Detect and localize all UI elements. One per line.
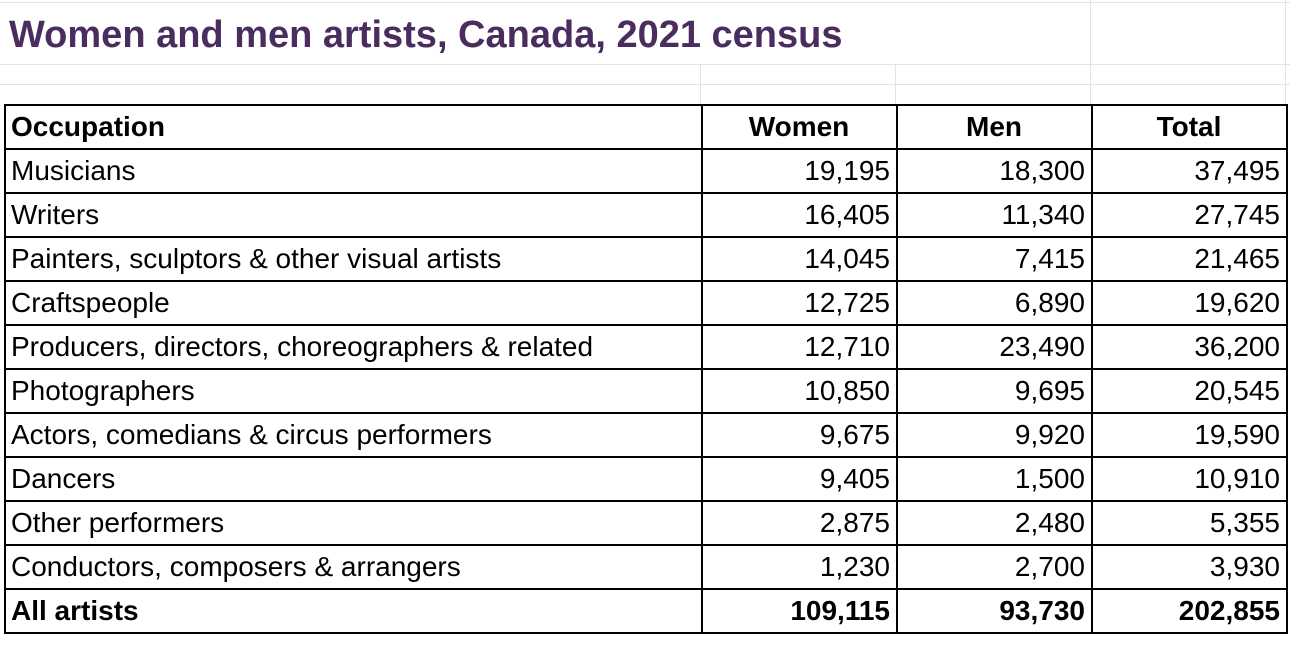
cell-total[interactable]: 37,495 bbox=[1091, 148, 1288, 194]
cell-men[interactable]: 9,695 bbox=[896, 368, 1093, 414]
cell-men[interactable]: 6,890 bbox=[896, 280, 1093, 326]
cell-occupation[interactable]: Other performers bbox=[4, 500, 703, 546]
cell-occupation[interactable]: Writers bbox=[4, 192, 703, 238]
table-row: Photographers 10,850 9,695 20,545 bbox=[4, 368, 1288, 414]
table-row: Dancers 9,405 1,500 10,910 bbox=[4, 456, 1288, 502]
cell-women[interactable]: 16,405 bbox=[701, 192, 898, 238]
cell-occupation[interactable]: Photographers bbox=[4, 368, 703, 414]
cell-total[interactable]: 27,745 bbox=[1091, 192, 1288, 238]
gridline bbox=[0, 64, 1290, 65]
cell-men[interactable]: 2,480 bbox=[896, 500, 1093, 546]
header-row: Occupation Women Men Total bbox=[4, 104, 1288, 150]
cell-total[interactable]: 10,910 bbox=[1091, 456, 1288, 502]
gridline bbox=[1090, 0, 1091, 104]
cell-women[interactable]: 1,230 bbox=[701, 544, 898, 590]
table-row: Producers, directors, choreographers & r… bbox=[4, 324, 1288, 370]
header-occupation[interactable]: Occupation bbox=[4, 104, 703, 150]
cell-men[interactable]: 23,490 bbox=[896, 324, 1093, 370]
gridline bbox=[0, 84, 1290, 85]
total-men[interactable]: 93,730 bbox=[896, 588, 1093, 634]
cell-total[interactable]: 19,620 bbox=[1091, 280, 1288, 326]
cell-women[interactable]: 12,725 bbox=[701, 280, 898, 326]
gridline bbox=[1285, 0, 1286, 104]
table-row: Other performers 2,875 2,480 5,355 bbox=[4, 500, 1288, 546]
page-title: Women and men artists, Canada, 2021 cens… bbox=[9, 14, 843, 56]
table-row: Actors, comedians & circus performers 9,6… bbox=[4, 412, 1288, 458]
cell-men[interactable]: 2,700 bbox=[896, 544, 1093, 590]
table-row: Conductors, composers & arrangers 1,230 2,… bbox=[4, 544, 1288, 590]
table-row: Craftspeople 12,725 6,890 19,620 bbox=[4, 280, 1288, 326]
cell-total[interactable]: 21,465 bbox=[1091, 236, 1288, 282]
cell-men[interactable]: 9,920 bbox=[896, 412, 1093, 458]
gridline bbox=[895, 64, 896, 104]
table-row: Musicians 19,195 18,300 37,495 bbox=[4, 148, 1288, 194]
cell-women[interactable]: 12,710 bbox=[701, 324, 898, 370]
header-women[interactable]: Women bbox=[701, 104, 898, 150]
total-women[interactable]: 109,115 bbox=[701, 588, 898, 634]
cell-men[interactable]: 18,300 bbox=[896, 148, 1093, 194]
cell-total[interactable]: 5,355 bbox=[1091, 500, 1288, 546]
gridline bbox=[0, 2, 1290, 3]
header-men[interactable]: Men bbox=[896, 104, 1093, 150]
total-total[interactable]: 202,855 bbox=[1091, 588, 1288, 634]
cell-occupation[interactable]: Craftspeople bbox=[4, 280, 703, 326]
cell-men[interactable]: 1,500 bbox=[896, 456, 1093, 502]
cell-women[interactable]: 9,675 bbox=[701, 412, 898, 458]
cell-occupation[interactable]: Actors, comedians & circus performers bbox=[4, 412, 703, 458]
cell-women[interactable]: 19,195 bbox=[701, 148, 898, 194]
cell-men[interactable]: 11,340 bbox=[896, 192, 1093, 238]
cell-occupation[interactable]: Painters, sculptors & other visual artis… bbox=[4, 236, 703, 282]
gridline bbox=[700, 64, 701, 104]
cell-occupation[interactable]: Musicians bbox=[4, 148, 703, 194]
cell-total[interactable]: 3,930 bbox=[1091, 544, 1288, 590]
cell-total[interactable]: 20,545 bbox=[1091, 368, 1288, 414]
cell-total[interactable]: 36,200 bbox=[1091, 324, 1288, 370]
total-occupation[interactable]: All artists bbox=[4, 588, 703, 634]
cell-total[interactable]: 19,590 bbox=[1091, 412, 1288, 458]
artists-table: Occupation Women Men Total Musicians 19,1… bbox=[4, 104, 1288, 634]
cell-occupation[interactable]: Dancers bbox=[4, 456, 703, 502]
table-row: Painters, sculptors & other visual artis… bbox=[4, 236, 1288, 282]
cell-women[interactable]: 9,405 bbox=[701, 456, 898, 502]
cell-occupation[interactable]: Conductors, composers & arrangers bbox=[4, 544, 703, 590]
cell-men[interactable]: 7,415 bbox=[896, 236, 1093, 282]
cell-women[interactable]: 2,875 bbox=[701, 500, 898, 546]
header-total[interactable]: Total bbox=[1091, 104, 1288, 150]
cell-women[interactable]: 10,850 bbox=[701, 368, 898, 414]
cell-occupation[interactable]: Producers, directors, choreographers & r… bbox=[4, 324, 703, 370]
cell-women[interactable]: 14,045 bbox=[701, 236, 898, 282]
table-row: Writers 16,405 11,340 27,745 bbox=[4, 192, 1288, 238]
total-row: All artists 109,115 93,730 202,855 bbox=[4, 588, 1288, 634]
